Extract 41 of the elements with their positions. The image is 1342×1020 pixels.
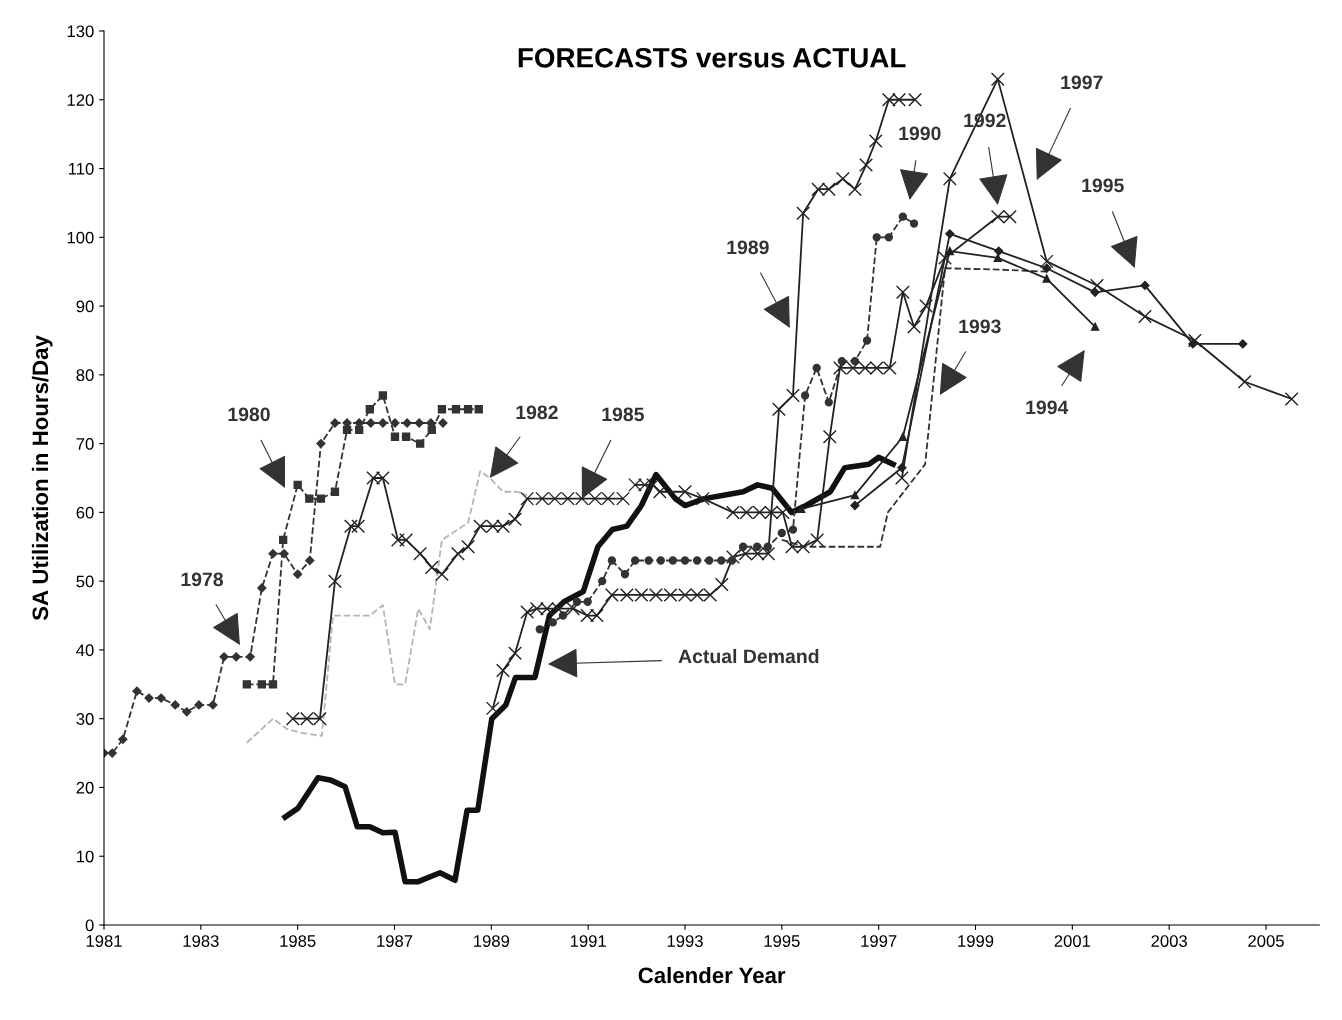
annotation: 1982 [516, 405, 558, 420]
annotation: 1995 [1082, 178, 1124, 193]
annotation: 1978 [181, 572, 224, 587]
x-tick-label: 1991 [570, 935, 606, 947]
x-tick-label: 1995 [764, 935, 800, 947]
x-axis-title: Calender Year [638, 966, 786, 984]
annotation: Actual Demand [678, 648, 819, 664]
y-tick-label: 90 [76, 300, 94, 313]
x-tick-label: 1993 [667, 935, 703, 947]
y-tick-label: 130 [67, 25, 94, 38]
y-axis-title: SA Utilization in Hours/Day [31, 335, 53, 621]
annotation: 1993 [959, 319, 1001, 334]
x-tick-label: 1999 [958, 935, 994, 947]
annotation: 1990 [899, 126, 941, 141]
chart-title: FORECASTS versus ACTUAL [518, 47, 906, 68]
x-tick-label: 1981 [86, 935, 122, 947]
y-tick-label: 40 [76, 644, 94, 657]
x-tick-label: 1989 [474, 935, 510, 947]
y-tick-label: 10 [77, 850, 94, 863]
y-tick-label: 60 [76, 506, 94, 519]
y-tick-label: 100 [67, 231, 94, 244]
x-tick-label: 1997 [861, 935, 897, 947]
annotation: 1985 [602, 407, 644, 422]
y-tick-label: 80 [76, 369, 94, 382]
y-tick-label: 0 [85, 919, 94, 932]
annotation: 1980 [228, 407, 270, 422]
y-tick-label: 70 [76, 438, 94, 450]
x-tick-label: 2005 [1248, 935, 1284, 947]
y-tick-label: 50 [76, 575, 94, 588]
y-tick-label: 20 [76, 781, 94, 794]
y-tick-label: 30 [76, 713, 94, 725]
x-tick-label: 2001 [1054, 935, 1091, 947]
annotation: 1994 [1026, 400, 1069, 415]
y-tick-label: 110 [68, 162, 94, 175]
annotation: 1989 [727, 240, 769, 255]
y-tick-label: 120 [67, 94, 94, 106]
x-tick-label: 2003 [1151, 935, 1187, 947]
x-tick-label: 1985 [280, 935, 316, 947]
x-tick-label: 1987 [377, 935, 413, 947]
annotation: 1997 [1061, 75, 1103, 90]
x-tick-label: 1983 [183, 935, 219, 947]
